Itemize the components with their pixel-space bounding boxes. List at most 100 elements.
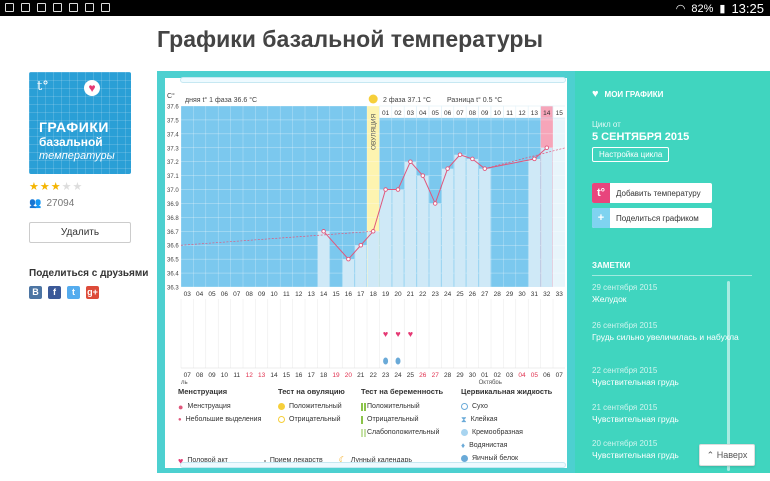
dry-icon xyxy=(461,403,468,410)
temperature-point xyxy=(482,166,488,171)
notification-icon xyxy=(69,3,78,12)
legend-menstruation: Менструация ● Менструация ● Небольшие выде… xyxy=(178,387,261,426)
calendar-date: 09 xyxy=(208,372,216,379)
google-plus-icon[interactable]: g+ xyxy=(86,286,99,299)
downloads-count: 👥 27094 xyxy=(29,198,75,209)
temperature-point xyxy=(544,145,550,151)
twitter-icon[interactable]: t xyxy=(67,286,80,299)
x-tick-label: 27 xyxy=(481,291,489,298)
delete-button[interactable]: Удалить xyxy=(29,222,131,243)
temperature-chart: дняя t° 1 фаза 36.6 °C 2 фаза 37.1 °C Разн… xyxy=(165,92,565,384)
y-tick-label: 37.6 xyxy=(167,105,179,111)
chevron-up-icon: ⌃ xyxy=(706,449,715,460)
x-tick-label: 31 xyxy=(531,291,539,298)
calendar-date: 22 xyxy=(370,372,378,379)
calendar-date: 08 xyxy=(196,372,204,379)
temp-bar xyxy=(379,189,392,287)
y-tick-label: 36.8 xyxy=(167,216,179,222)
share-chart-button[interactable]: + Поделиться графиком xyxy=(592,208,712,228)
calendar-date: 07 xyxy=(184,372,192,379)
note-item[interactable]: 21 сентября 2015 Чувствительная грудь xyxy=(592,403,742,425)
y-tick-label: 36.7 xyxy=(167,230,179,236)
top-day-label: 13 xyxy=(531,110,539,117)
heart-icon: ♥ xyxy=(592,88,599,100)
temp-bar xyxy=(355,245,367,287)
y-tick-label: 37.4 xyxy=(167,132,179,138)
calendar-date: 12 xyxy=(246,372,254,379)
notification-icon xyxy=(53,3,62,12)
small-drop-icon: ● xyxy=(178,416,182,423)
note-date: 21 сентября 2015 xyxy=(592,403,658,412)
chart-scrollbar-bottom[interactable] xyxy=(180,462,566,468)
legend-item: Лунный календарь xyxy=(350,457,413,464)
calendar-date: 30 xyxy=(469,372,477,379)
notification-icon xyxy=(5,3,14,12)
temperature-point xyxy=(445,166,450,171)
calendar-date: 01 xyxy=(481,372,489,379)
legend-item: Положительный xyxy=(367,403,420,410)
share-title: Поделиться с друзьями xyxy=(29,268,149,279)
diff-label: Разница t° 0.5 °C xyxy=(447,96,502,104)
notification-icons xyxy=(5,3,110,12)
users-icon: 👥 xyxy=(29,198,42,209)
cycle-from-label: Цикл от xyxy=(592,120,621,129)
month-label: ль xyxy=(181,380,188,384)
calendar-date: 27 xyxy=(432,372,440,379)
note-item[interactable]: 26 сентября 2015 Грудь сильно увеличилась… xyxy=(592,321,742,343)
temp-bar xyxy=(541,147,553,287)
page-title: Графики базальной температуры xyxy=(157,26,544,52)
my-charts-link[interactable]: ♥ МОИ ГРАФИКИ xyxy=(592,88,663,100)
back-to-top-label: Наверх xyxy=(716,449,748,460)
legend-item: Сухо xyxy=(472,403,488,410)
facebook-icon[interactable]: f xyxy=(48,286,61,299)
calendar-date: 26 xyxy=(419,372,427,379)
add-temperature-button[interactable]: t° Добавить температуру xyxy=(592,183,712,203)
note-item[interactable]: 29 сентября 2015 Желудок xyxy=(592,283,742,305)
notes-scrollbar[interactable] xyxy=(727,281,730,471)
top-day-label: 11 xyxy=(506,110,513,117)
temp-bar xyxy=(392,189,404,287)
watery-icon: ♦ xyxy=(461,441,466,450)
x-tick-label: 18 xyxy=(370,291,378,298)
legend-item: Положительный xyxy=(289,403,342,410)
legend-item: Отрицательный xyxy=(367,416,419,423)
y-tick-label: 37.5 xyxy=(167,118,179,124)
x-tick-label: 29 xyxy=(506,291,514,298)
top-day-label: 12 xyxy=(518,110,526,117)
back-to-top-button[interactable]: ⌃ Наверх xyxy=(699,444,755,466)
calendar-date: 29 xyxy=(456,372,464,379)
x-axis-bg xyxy=(181,287,565,299)
legend-item: Клейкая xyxy=(470,416,498,423)
star-icon: ★ xyxy=(50,181,62,193)
app-logo-line1: ГРАФИКИ xyxy=(39,119,109,135)
last-column xyxy=(553,106,565,287)
top-day-label: 05 xyxy=(432,110,440,117)
star-icon: ★ xyxy=(72,181,84,193)
cycle-settings-button[interactable]: Настройка цикла xyxy=(592,147,670,162)
calendar-date: 17 xyxy=(308,372,316,379)
note-item[interactable]: 20 сентября 2015 Чувствительная грудь xyxy=(592,439,742,461)
top-day-label: 15 xyxy=(556,110,564,117)
phase1-area xyxy=(181,106,367,287)
temp-bar xyxy=(342,259,355,287)
sticky-icon: ⧗ xyxy=(461,414,467,424)
pregnancy-negative-icon xyxy=(361,415,363,424)
note-text: Желудок xyxy=(592,294,627,304)
calendar-date: 03 xyxy=(506,372,514,379)
top-day-label: 03 xyxy=(407,110,415,117)
battery-icon: ▮ xyxy=(719,3,726,15)
temperature-point xyxy=(432,201,438,206)
x-tick-label: 13 xyxy=(308,291,316,298)
app-logo: t° ♥ ГРАФИКИ базальной температуры xyxy=(29,72,131,174)
chart-scrollbar-top[interactable] xyxy=(180,77,566,83)
note-text: Чувствительная грудь xyxy=(592,414,679,424)
note-item[interactable]: 22 сентября 2015 Чувствительная грудь xyxy=(592,366,742,388)
temp-bar xyxy=(528,158,541,287)
vk-icon[interactable]: В xyxy=(29,286,42,299)
temperature-icon: t° xyxy=(592,183,610,203)
temp-bar xyxy=(429,203,441,287)
legend-item: Слабоположительный xyxy=(367,429,440,436)
pill-icon xyxy=(263,459,266,462)
app-logo-line3: температуры xyxy=(39,150,115,162)
legend-ovulation-title: Тест на овуляцию xyxy=(278,387,345,396)
